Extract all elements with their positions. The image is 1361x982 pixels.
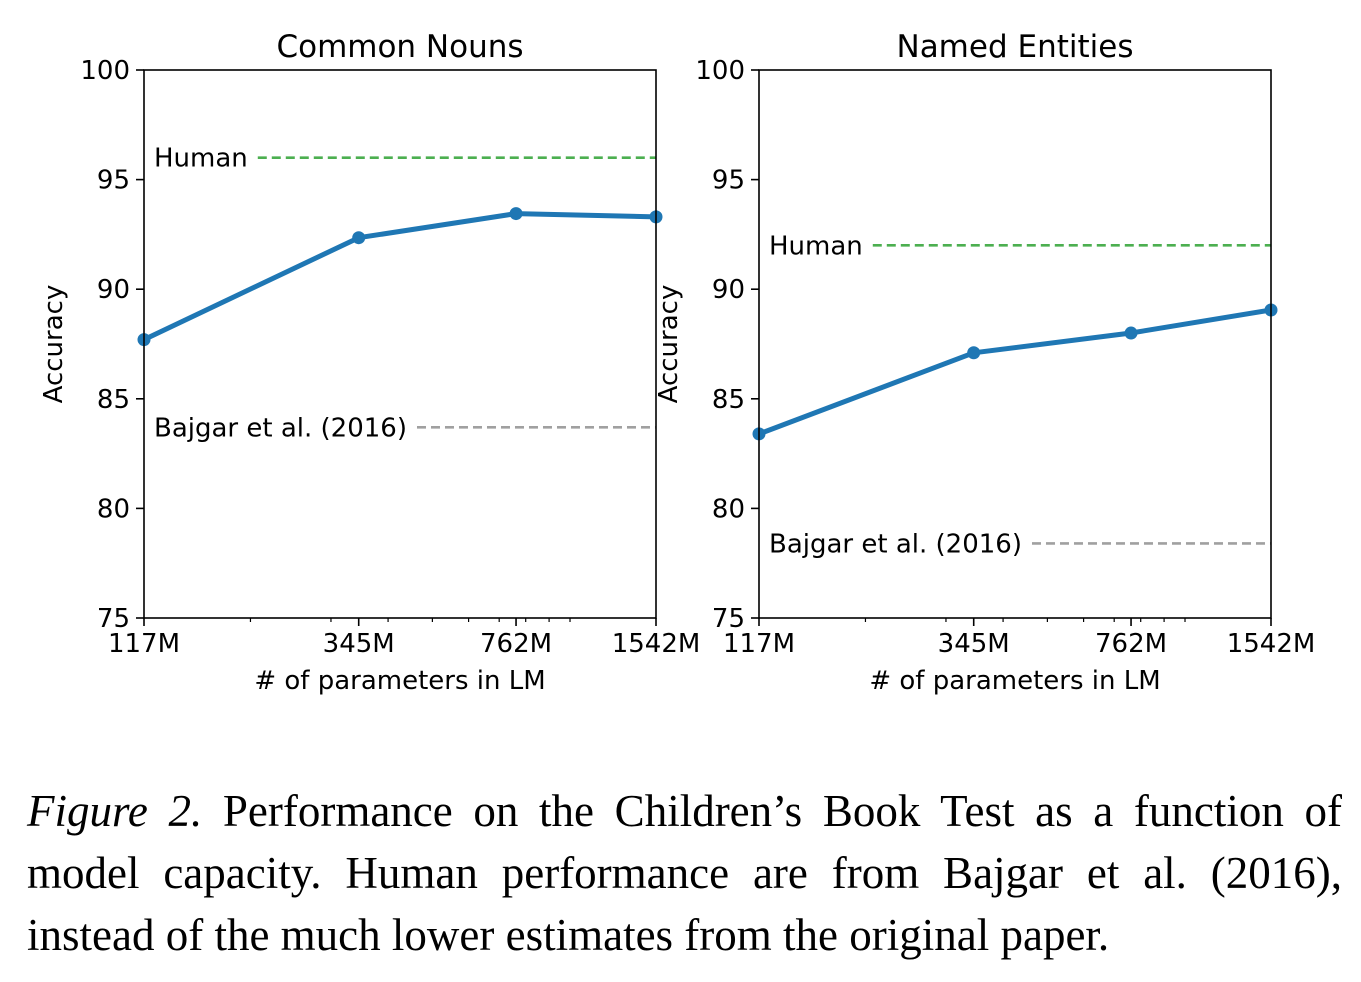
caption-label: Figure 2. <box>27 786 203 836</box>
chart-title: Common Nouns <box>276 29 523 65</box>
y-tick-label: 80 <box>97 494 130 524</box>
plot-frame <box>758 69 1272 619</box>
x-tick-label: 117M <box>723 629 795 659</box>
x-tick-label: 1542M <box>612 629 701 659</box>
y-tick-label: 90 <box>712 275 745 305</box>
data-point <box>1124 326 1138 340</box>
reference-label: Human <box>769 231 863 261</box>
y-axis-label: Accuracy <box>39 285 69 404</box>
caption-text: Performance on the Children’s Book Test … <box>27 786 1343 960</box>
figure: Human Bajgar et al. (2016) 75 80 85 90 95 100 11… <box>39 29 1315 696</box>
x-axis-label: # of parameters in LM <box>869 666 1160 696</box>
reference-label: Human <box>154 144 248 174</box>
y-tick-label: 75 <box>97 604 130 634</box>
chart-common-nouns: Human Bajgar et al. (2016) 75 80 85 90 95 100 11… <box>39 29 700 696</box>
x-axis-label: # of parameters in LM <box>254 666 545 696</box>
x-tick-label: 762M <box>1095 629 1167 659</box>
reference-label: Bajgar et al. (2016) <box>154 413 407 443</box>
data-point <box>967 346 981 360</box>
x-tick-label: 345M <box>323 629 395 659</box>
y-tick-label: 80 <box>712 494 745 524</box>
plot-frame <box>143 69 657 619</box>
y-tick-label: 85 <box>712 385 745 415</box>
x-tick-label: 762M <box>480 629 552 659</box>
y-tick-label: 100 <box>80 56 130 86</box>
series-line <box>756 307 1274 437</box>
x-tick-label: 345M <box>938 629 1010 659</box>
y-axis-label: Accuracy <box>654 285 684 404</box>
chart-named-entities: Human Bajgar et al. (2016) 75 80 85 90 95 100 11… <box>654 29 1315 696</box>
x-tick-label: 117M <box>108 629 180 659</box>
chart-title: Named Entities <box>897 29 1134 65</box>
figure-caption: Figure 2. Performance on the Children’s … <box>27 780 1342 966</box>
y-tick-label: 85 <box>97 385 130 415</box>
y-tick-label: 75 <box>712 604 745 634</box>
reference-label: Bajgar et al. (2016) <box>769 529 1022 559</box>
y-tick-label: 90 <box>97 275 130 305</box>
series-line <box>141 211 659 343</box>
y-tick-label: 95 <box>97 166 130 196</box>
data-point <box>352 231 366 245</box>
y-tick-label: 100 <box>695 56 745 86</box>
y-tick-label: 95 <box>712 166 745 196</box>
data-point <box>509 207 523 221</box>
x-tick-label: 1542M <box>1227 629 1316 659</box>
